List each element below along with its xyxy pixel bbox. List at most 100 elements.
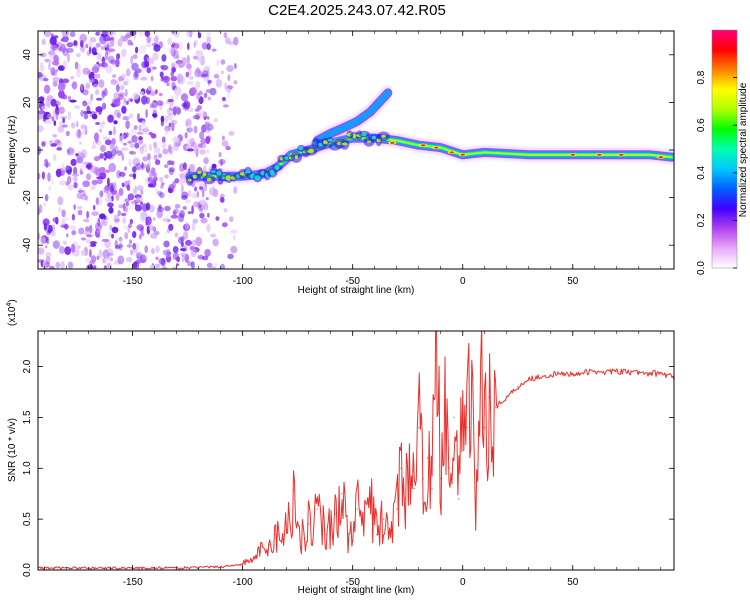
noise-speckle — [43, 84, 51, 94]
noise-speckle — [186, 127, 193, 133]
noise-speckle — [85, 82, 90, 90]
noise-speckle — [193, 201, 200, 208]
noise-speckle — [93, 73, 101, 79]
noise-speckle — [67, 95, 72, 102]
noise-speckle — [192, 218, 199, 224]
snr-x-tick-label: -150 — [123, 577, 143, 588]
noise-speckle — [164, 174, 169, 179]
noise-speckle — [49, 139, 54, 145]
noise-speckle — [122, 225, 128, 230]
snr-point — [241, 563, 244, 565]
noise-speckle — [161, 54, 167, 62]
snr-point — [550, 373, 552, 376]
noise-speckle — [150, 101, 158, 111]
noise-speckle — [99, 152, 104, 159]
snr-y-tick-label: 1.5 — [22, 410, 33, 424]
noise-speckle — [234, 63, 237, 69]
noise-speckle — [181, 57, 187, 66]
noise-speckle — [107, 177, 110, 186]
noise-speckle — [101, 238, 110, 242]
spectrogram-y-tick-label: 40 — [22, 49, 33, 61]
noise-speckle — [70, 158, 77, 166]
noise-speckle — [106, 37, 113, 41]
track-hotspot-core — [460, 153, 465, 156]
noise-speckle — [139, 146, 145, 151]
noise-speckle — [136, 224, 144, 231]
track-hotspot-core — [434, 146, 439, 149]
snr-point — [453, 416, 455, 419]
noise-speckle — [157, 153, 163, 159]
noise-speckle — [128, 239, 133, 244]
noise-speckle — [90, 243, 97, 247]
noise-speckle — [64, 216, 69, 221]
noise-speckle — [142, 144, 147, 148]
noise-speckle — [152, 52, 159, 61]
noise-speckle — [60, 92, 65, 100]
snr-point — [470, 365, 473, 368]
noise-speckle — [230, 229, 238, 234]
noise-speckle — [38, 125, 44, 133]
snr-point — [250, 559, 253, 561]
noise-speckle — [173, 208, 179, 215]
noise-speckle — [125, 202, 129, 207]
noise-speckle — [233, 80, 238, 85]
noise-speckle — [121, 134, 125, 139]
noise-speckle — [117, 210, 121, 217]
noise-speckle — [160, 76, 163, 82]
noise-speckle — [62, 240, 67, 245]
noise-speckle — [50, 98, 57, 107]
noise-speckle — [165, 249, 171, 259]
noise-speckle — [156, 206, 165, 212]
noise-speckle — [130, 55, 133, 65]
noise-speckle — [218, 158, 226, 165]
noise-speckle — [52, 240, 60, 249]
noise-speckle — [162, 218, 169, 222]
noise-speckle — [152, 113, 158, 117]
noise-speckle — [139, 31, 144, 37]
noise-speckle — [168, 47, 171, 54]
noise-speckle — [97, 218, 102, 224]
noise-speckle — [135, 46, 139, 54]
noise-speckle — [164, 128, 169, 136]
noise-speckle — [188, 67, 192, 76]
noise-speckle — [177, 213, 185, 223]
noise-speckle — [77, 151, 82, 155]
noise-speckle — [227, 74, 231, 82]
noise-speckle — [63, 223, 69, 230]
snr-y-ticks: 0.0 0.5 1.0 1.5 2.0 — [22, 359, 674, 577]
noise-speckle — [216, 59, 220, 67]
noise-speckle — [159, 176, 164, 183]
noise-speckle — [76, 154, 81, 164]
noise-speckle — [110, 59, 116, 65]
noise-speckle — [218, 151, 222, 158]
noise-speckle — [179, 210, 186, 218]
noise-speckle — [55, 106, 60, 116]
noise-speckle — [188, 189, 192, 197]
snr-point — [340, 492, 343, 495]
noise-speckle — [200, 73, 204, 78]
snr-point — [594, 370, 596, 373]
noise-speckle — [176, 73, 184, 83]
noise-speckle — [199, 208, 203, 213]
noise-speckle — [73, 40, 78, 46]
noise-speckle — [121, 171, 125, 179]
noise-speckle — [69, 99, 77, 103]
noise-speckle — [38, 146, 42, 155]
noise-speckle — [91, 66, 100, 74]
snr-point — [448, 467, 451, 470]
noise-speckle — [61, 163, 65, 171]
noise-speckle — [164, 164, 169, 169]
noise-speckle — [80, 237, 87, 241]
snr-point — [307, 523, 310, 525]
noise-speckle — [53, 120, 57, 126]
noise-speckle — [111, 233, 115, 239]
noise-speckle — [156, 100, 164, 107]
noise-speckle — [136, 185, 144, 192]
noise-speckle — [102, 134, 106, 140]
noise-speckle — [186, 138, 191, 146]
noise-speckle — [105, 150, 113, 159]
noise-speckle — [52, 70, 58, 76]
noise-speckle — [65, 181, 70, 186]
noise-speckle — [199, 212, 205, 219]
noise-speckle — [193, 145, 200, 154]
